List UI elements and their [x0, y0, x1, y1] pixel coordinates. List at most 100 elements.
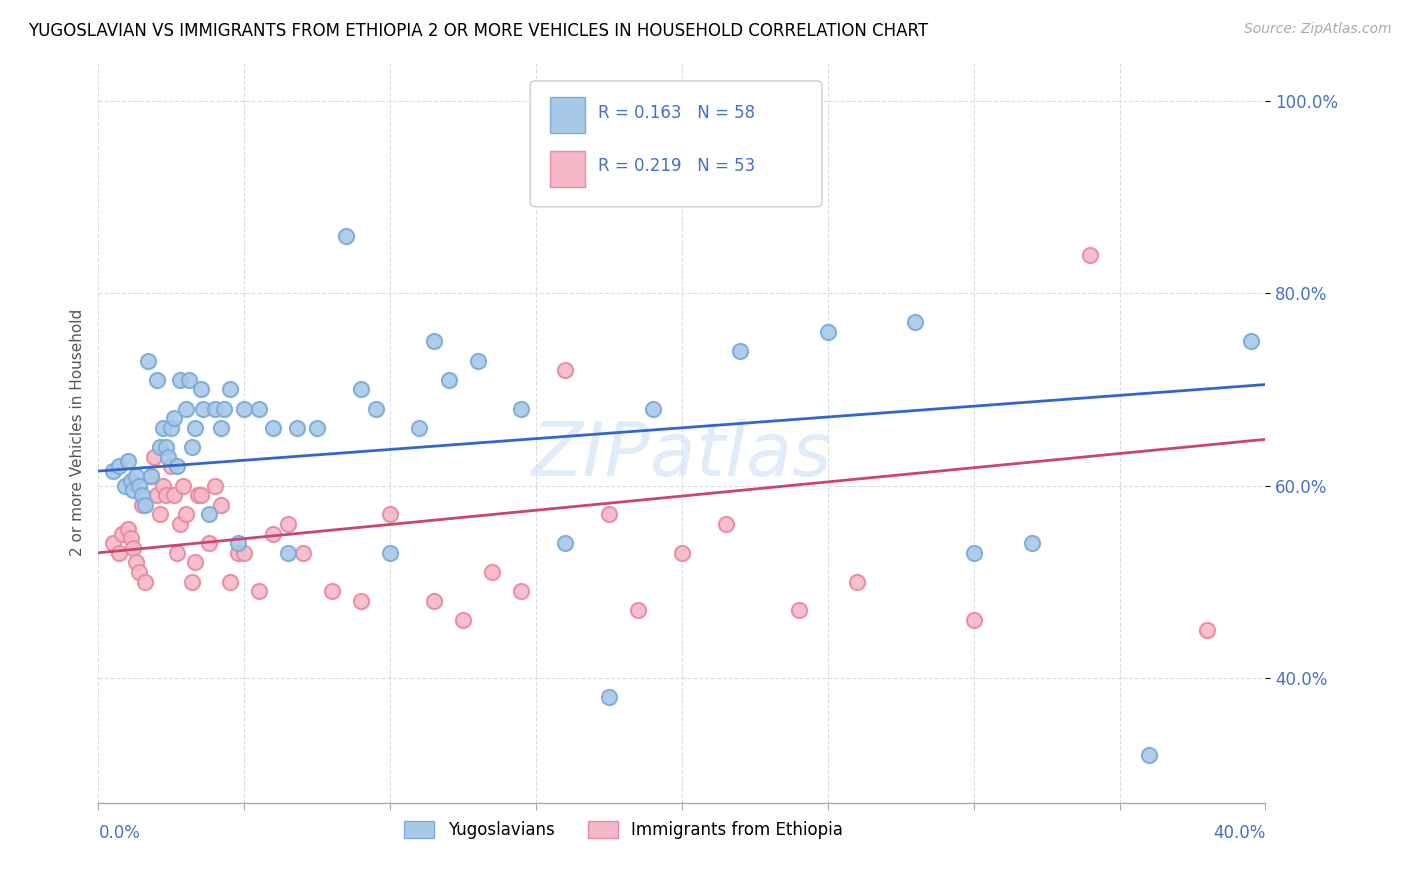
Point: [787, 603, 810, 617]
Text: R = 0.163   N = 58: R = 0.163 N = 58: [598, 103, 755, 122]
Point: [218, 574, 240, 589]
Point: [408, 421, 430, 435]
Point: [152, 478, 174, 492]
Point: [510, 401, 533, 416]
Point: [247, 401, 270, 416]
Point: [172, 478, 194, 492]
Point: [212, 401, 235, 416]
Point: [671, 546, 693, 560]
Point: [101, 464, 124, 478]
Point: [233, 546, 256, 560]
Point: [125, 469, 148, 483]
Point: [291, 546, 314, 560]
Point: [598, 690, 620, 704]
Point: [598, 508, 620, 522]
Text: 0.0%: 0.0%: [98, 824, 141, 842]
Point: [730, 343, 752, 358]
Point: [114, 478, 136, 492]
Point: [554, 536, 576, 550]
Point: [262, 526, 284, 541]
Point: [190, 488, 212, 502]
Point: [277, 516, 299, 531]
Point: [285, 421, 308, 435]
Point: [321, 584, 343, 599]
Point: [817, 325, 839, 339]
Point: [160, 459, 183, 474]
Point: [136, 353, 159, 368]
Point: [437, 373, 460, 387]
Point: [1137, 747, 1160, 762]
Point: [380, 546, 402, 560]
Point: [160, 421, 183, 435]
Point: [108, 546, 131, 560]
Point: [510, 584, 533, 599]
Point: [467, 353, 489, 368]
Text: YUGOSLAVIAN VS IMMIGRANTS FROM ETHIOPIA 2 OR MORE VEHICLES IN HOUSEHOLD CORRELAT: YUGOSLAVIAN VS IMMIGRANTS FROM ETHIOPIA …: [28, 22, 928, 40]
Point: [423, 334, 446, 349]
Point: [120, 474, 142, 488]
Point: [125, 556, 148, 570]
Point: [166, 459, 188, 474]
Point: [155, 488, 177, 502]
Point: [364, 401, 387, 416]
Point: [117, 522, 139, 536]
Text: 40.0%: 40.0%: [1213, 824, 1265, 842]
Text: R = 0.219   N = 53: R = 0.219 N = 53: [598, 157, 755, 175]
Point: [180, 440, 202, 454]
Point: [149, 440, 172, 454]
Y-axis label: 2 or more Vehicles in Household: 2 or more Vehicles in Household: [69, 309, 84, 557]
Point: [146, 488, 169, 502]
FancyBboxPatch shape: [550, 97, 585, 133]
Point: [166, 546, 188, 560]
Text: Source: ZipAtlas.com: Source: ZipAtlas.com: [1244, 22, 1392, 37]
Point: [262, 421, 284, 435]
Point: [174, 401, 197, 416]
Point: [177, 373, 200, 387]
Point: [198, 536, 221, 550]
FancyBboxPatch shape: [530, 81, 823, 207]
Point: [134, 498, 156, 512]
Point: [193, 401, 215, 416]
Point: [134, 574, 156, 589]
Point: [139, 469, 162, 483]
Point: [481, 565, 503, 579]
Point: [380, 508, 402, 522]
Point: [174, 508, 197, 522]
Point: [155, 440, 177, 454]
Point: [198, 508, 221, 522]
Point: [169, 516, 191, 531]
Point: [277, 546, 299, 560]
Point: [1080, 248, 1102, 262]
Point: [228, 546, 250, 560]
Point: [128, 565, 150, 579]
Point: [846, 574, 869, 589]
Point: [163, 411, 186, 425]
Point: [183, 421, 205, 435]
Point: [627, 603, 650, 617]
Point: [904, 315, 927, 329]
Point: [180, 574, 202, 589]
Point: [122, 541, 145, 555]
Point: [101, 536, 124, 550]
Point: [350, 382, 373, 396]
Point: [128, 478, 150, 492]
Point: [218, 382, 240, 396]
Point: [962, 613, 984, 627]
Point: [169, 373, 191, 387]
Point: [204, 478, 226, 492]
Point: [554, 363, 576, 377]
Point: [152, 421, 174, 435]
Point: [1240, 334, 1263, 349]
Point: [962, 546, 984, 560]
Point: [423, 594, 446, 608]
Point: [190, 382, 212, 396]
Point: [714, 516, 737, 531]
Point: [122, 483, 145, 498]
Point: [183, 556, 205, 570]
Point: [163, 488, 186, 502]
Point: [149, 508, 172, 522]
Point: [307, 421, 329, 435]
Point: [350, 594, 373, 608]
Point: [120, 532, 142, 546]
Text: ZIPatlas: ZIPatlas: [531, 419, 832, 491]
